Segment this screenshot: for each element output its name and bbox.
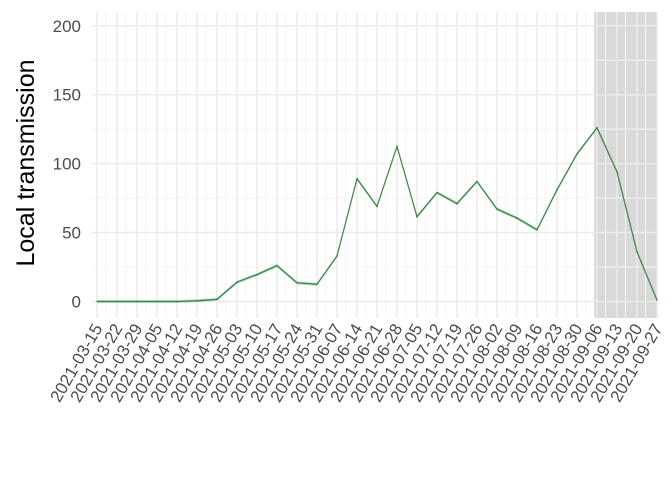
- data-point: [456, 202, 458, 205]
- data-point: [656, 299, 658, 301]
- series-layer: [96, 126, 658, 303]
- data-point: [296, 282, 298, 284]
- data-point: [336, 255, 338, 257]
- data-point: [496, 208, 498, 210]
- data-point: [556, 189, 558, 191]
- data-point: [356, 178, 358, 180]
- grid: [92, 12, 658, 318]
- data-point: [196, 300, 198, 302]
- data-point: [96, 300, 98, 303]
- data-point: [516, 217, 518, 219]
- data-point: [236, 281, 238, 283]
- data-point: [476, 180, 478, 183]
- data-point: [436, 191, 438, 194]
- data-point: [216, 298, 218, 300]
- data-point: [396, 145, 398, 147]
- y-tick-label: 0: [72, 292, 81, 311]
- data-point: [576, 153, 578, 155]
- y-tick-label: 150: [53, 86, 81, 105]
- y-tick-labels: 0 50 100 150 200: [53, 17, 81, 312]
- data-point: [316, 283, 318, 285]
- y-tick-label: 200: [53, 17, 81, 36]
- data-point: [116, 300, 118, 303]
- y-tick-label: 50: [62, 224, 81, 243]
- x-tick-labels: 2021-03-152021-03-222021-03-292021-04-05…: [47, 321, 667, 406]
- y-tick-label: 100: [53, 155, 81, 174]
- data-point: [276, 265, 278, 267]
- data-point: [176, 300, 178, 303]
- data-point: [616, 171, 618, 173]
- y-axis-title: Local transmission: [12, 59, 40, 266]
- data-point: [156, 300, 158, 303]
- data-point: [536, 229, 538, 231]
- data-point: [256, 273, 258, 276]
- data-point: [136, 300, 138, 303]
- data-point: [376, 205, 378, 207]
- data-point: [636, 251, 638, 253]
- data-point: [416, 216, 418, 218]
- data-point: [596, 127, 598, 129]
